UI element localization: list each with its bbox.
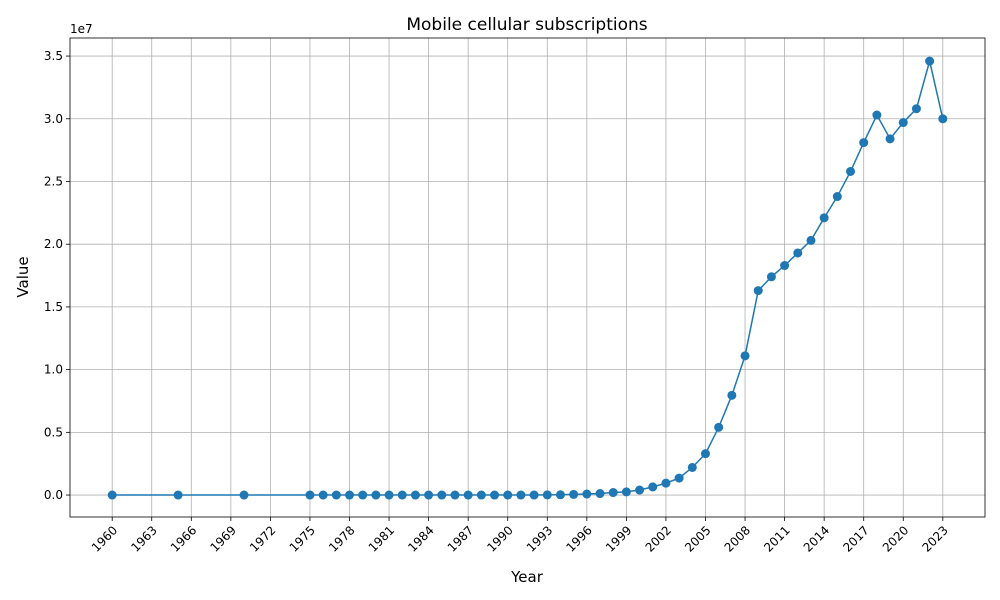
data-point	[753, 286, 763, 296]
y-tick-label: 1.5	[44, 300, 63, 314]
data-point	[648, 482, 658, 492]
data-point	[107, 490, 117, 500]
data-point	[555, 490, 565, 500]
data-point	[806, 235, 816, 245]
data-point	[740, 351, 750, 361]
data-point	[503, 490, 513, 500]
y-tick-label: 2.5	[44, 174, 63, 188]
data-point	[384, 490, 394, 500]
x-tick-label: 1963	[128, 523, 159, 554]
data-point	[674, 473, 684, 483]
plot-frame	[69, 37, 986, 518]
data-point	[859, 138, 869, 148]
data-point	[358, 490, 368, 500]
y-tick-label: 3.0	[44, 112, 63, 126]
x-tick-label: 2002	[643, 523, 674, 554]
data-point	[437, 490, 447, 500]
y-tick-label: 0.5	[44, 425, 63, 439]
data-point	[872, 110, 882, 120]
data-point	[490, 490, 500, 500]
x-tick-label: 2008	[722, 523, 753, 554]
x-tick-label: 1984	[405, 523, 436, 554]
x-tick-label: 1990	[484, 523, 515, 554]
y-tick-label: 3.5	[44, 49, 63, 63]
data-point	[569, 489, 579, 499]
data-point	[424, 490, 434, 500]
x-tick-label: 1969	[207, 523, 238, 554]
y-tick-label: 2.0	[44, 237, 63, 251]
data-point	[516, 490, 526, 500]
x-axis-label: Year	[510, 568, 544, 586]
data-point	[608, 488, 618, 498]
x-tick-label: 2014	[801, 523, 832, 554]
data-point	[938, 114, 948, 124]
data-point	[318, 490, 328, 500]
data-point	[727, 390, 737, 400]
y-axis-label: Value	[14, 256, 32, 297]
data-point	[846, 166, 856, 176]
chart-title: Mobile cellular subscriptions	[406, 15, 647, 35]
data-point	[911, 104, 921, 114]
data-point	[832, 192, 842, 202]
x-tick-label: 2020	[880, 523, 911, 554]
data-point	[463, 490, 473, 500]
data-line	[112, 60, 944, 496]
data-point	[700, 449, 710, 459]
data-point	[925, 56, 935, 66]
data-point	[450, 490, 460, 500]
x-tick-label: 1981	[366, 523, 397, 554]
data-point	[397, 490, 407, 500]
y-tick-label: 1.0	[44, 363, 63, 377]
data-point	[793, 248, 803, 258]
data-point	[529, 490, 539, 500]
data-point	[898, 118, 908, 128]
data-point	[687, 462, 697, 472]
data-point	[542, 490, 552, 500]
data-point	[766, 272, 776, 282]
y-tick-label: 0.0	[44, 488, 63, 502]
data-point	[595, 489, 605, 499]
x-tick-label: 2023	[919, 523, 950, 554]
x-tick-label: 1999	[603, 523, 634, 554]
x-tick-label: 2017	[840, 523, 871, 554]
data-point	[239, 490, 249, 500]
data-point	[780, 261, 790, 271]
data-point	[714, 422, 724, 432]
x-tick-label: 1996	[563, 523, 594, 554]
x-tick-label: 1972	[247, 523, 278, 554]
x-tick-label: 1993	[524, 523, 555, 554]
x-tick-label: 1987	[445, 523, 476, 554]
data-point	[582, 489, 592, 499]
data-point	[885, 134, 895, 144]
x-tick-label: 2005	[682, 523, 713, 554]
x-tick-label: 1978	[326, 523, 357, 554]
data-point	[661, 478, 671, 488]
x-tick-label: 2011	[761, 523, 792, 554]
data-point	[410, 490, 420, 500]
data-point	[819, 213, 829, 223]
data-point	[621, 487, 631, 497]
data-point	[305, 490, 315, 500]
data-point	[345, 490, 355, 500]
y-offset-label: 1e7	[70, 22, 93, 36]
x-tick-label: 1966	[168, 523, 199, 554]
data-point	[371, 490, 381, 500]
data-point	[476, 490, 486, 500]
x-tick-label: 1975	[287, 523, 318, 554]
x-tick-label: 1960	[89, 523, 120, 554]
data-point	[173, 490, 183, 500]
data-point	[635, 485, 645, 495]
data-point	[331, 490, 341, 500]
